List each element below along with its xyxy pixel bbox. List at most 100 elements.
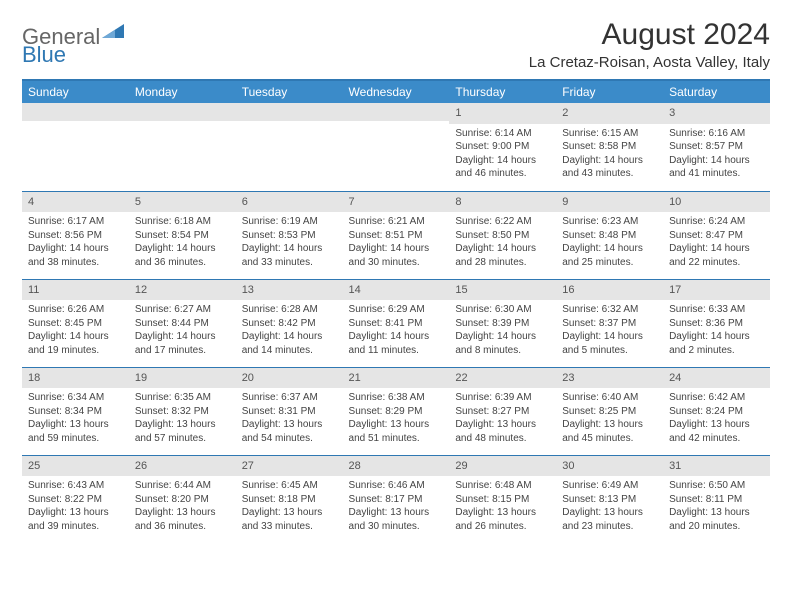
calendar-cell: 10Sunrise: 6:24 AMSunset: 8:47 PMDayligh…	[663, 191, 770, 279]
sunset-line: Sunset: 8:15 PM	[455, 493, 550, 507]
daylight-line: Daylight: 13 hours and 59 minutes.	[28, 418, 123, 445]
header: General August 2024 La Cretaz-Roisan, Ao…	[22, 18, 770, 71]
calendar-week: 25Sunrise: 6:43 AMSunset: 8:22 PMDayligh…	[22, 455, 770, 543]
sunset-line: Sunset: 8:29 PM	[349, 405, 444, 419]
daylight-line: Daylight: 14 hours and 28 minutes.	[455, 242, 550, 269]
calendar-cell: 28Sunrise: 6:46 AMSunset: 8:17 PMDayligh…	[343, 455, 450, 543]
sunset-line: Sunset: 8:50 PM	[455, 229, 550, 243]
sunset-line: Sunset: 8:45 PM	[28, 317, 123, 331]
day-header: Thursday	[449, 80, 556, 103]
sunrise-line: Sunrise: 6:16 AM	[669, 127, 764, 141]
day-details: Sunrise: 6:44 AMSunset: 8:20 PMDaylight:…	[129, 476, 236, 537]
day-details: Sunrise: 6:15 AMSunset: 8:58 PMDaylight:…	[556, 124, 663, 185]
sunset-line: Sunset: 8:32 PM	[135, 405, 230, 419]
sunset-line: Sunset: 9:00 PM	[455, 140, 550, 154]
day-details: Sunrise: 6:16 AMSunset: 8:57 PMDaylight:…	[663, 124, 770, 185]
calendar-cell: 25Sunrise: 6:43 AMSunset: 8:22 PMDayligh…	[22, 455, 129, 543]
sunset-line: Sunset: 8:31 PM	[242, 405, 337, 419]
day-number: 24	[663, 368, 770, 389]
day-number: 17	[663, 280, 770, 301]
day-number: 8	[449, 192, 556, 213]
day-details: Sunrise: 6:49 AMSunset: 8:13 PMDaylight:…	[556, 476, 663, 537]
day-number: 22	[449, 368, 556, 389]
day-details: Sunrise: 6:21 AMSunset: 8:51 PMDaylight:…	[343, 212, 450, 273]
calendar-cell: 2Sunrise: 6:15 AMSunset: 8:58 PMDaylight…	[556, 103, 663, 191]
day-details: Sunrise: 6:33 AMSunset: 8:36 PMDaylight:…	[663, 300, 770, 361]
sunrise-line: Sunrise: 6:37 AM	[242, 391, 337, 405]
sunset-line: Sunset: 8:56 PM	[28, 229, 123, 243]
location-subtitle: La Cretaz-Roisan, Aosta Valley, Italy	[529, 54, 770, 71]
daylight-line: Daylight: 13 hours and 26 minutes.	[455, 506, 550, 533]
day-details: Sunrise: 6:14 AMSunset: 9:00 PMDaylight:…	[449, 124, 556, 185]
day-number: 2	[556, 103, 663, 124]
calendar-cell: 8Sunrise: 6:22 AMSunset: 8:50 PMDaylight…	[449, 191, 556, 279]
day-header: Friday	[556, 80, 663, 103]
day-number: 18	[22, 368, 129, 389]
calendar-cell: 18 Sunrise: 6:34 AMSunset: 8:34 PMDayligh…	[22, 367, 129, 455]
calendar-cell: 5Sunrise: 6:18 AMSunset: 8:54 PMDaylight…	[129, 191, 236, 279]
day-details: Sunrise: 6:40 AMSunset: 8:25 PMDaylight:…	[556, 388, 663, 449]
day-details: Sunrise: 6:38 AMSunset: 8:29 PMDaylight:…	[343, 388, 450, 449]
logo-blue-text: Blue	[22, 42, 66, 68]
day-details: Sunrise: 6:48 AMSunset: 8:15 PMDaylight:…	[449, 476, 556, 537]
sunrise-line: Sunrise: 6:46 AM	[349, 479, 444, 493]
sunrise-line: Sunrise: 6:39 AM	[455, 391, 550, 405]
day-number: 15	[449, 280, 556, 301]
calendar-cell: 6Sunrise: 6:19 AMSunset: 8:53 PMDaylight…	[236, 191, 343, 279]
sunset-line: Sunset: 8:48 PM	[562, 229, 657, 243]
day-details: Sunrise: 6:43 AMSunset: 8:22 PMDaylight:…	[22, 476, 129, 537]
day-details: Sunrise: 6:26 AMSunset: 8:45 PMDaylight:…	[22, 300, 129, 361]
day-details: Sunrise: 6:27 AMSunset: 8:44 PMDaylight:…	[129, 300, 236, 361]
sunset-line: Sunset: 8:13 PM	[562, 493, 657, 507]
day-details: Sunrise: 6:17 AMSunset: 8:56 PMDaylight:…	[22, 212, 129, 273]
sunrise-line: Sunrise: 6:35 AM	[135, 391, 230, 405]
title-block: August 2024 La Cretaz-Roisan, Aosta Vall…	[529, 18, 770, 71]
day-details: Sunrise: 6:37 AMSunset: 8:31 PMDaylight:…	[236, 388, 343, 449]
day-details: Sunrise: 6:22 AMSunset: 8:50 PMDaylight:…	[449, 212, 556, 273]
sunset-line: Sunset: 8:34 PM	[28, 405, 123, 419]
calendar-cell: 9Sunrise: 6:23 AMSunset: 8:48 PMDaylight…	[556, 191, 663, 279]
sunset-line: Sunset: 8:47 PM	[669, 229, 764, 243]
calendar-cell: 15Sunrise: 6:30 AMSunset: 8:39 PMDayligh…	[449, 279, 556, 367]
sunrise-line: Sunrise: 6:50 AM	[669, 479, 764, 493]
calendar-cell: 17Sunrise: 6:33 AMSunset: 8:36 PMDayligh…	[663, 279, 770, 367]
daylight-line: Daylight: 13 hours and 57 minutes.	[135, 418, 230, 445]
sunset-line: Sunset: 8:22 PM	[28, 493, 123, 507]
daylight-line: Daylight: 14 hours and 17 minutes.	[135, 330, 230, 357]
calendar-cell: 1Sunrise: 6:14 AMSunset: 9:00 PMDaylight…	[449, 103, 556, 191]
day-header: Wednesday	[343, 80, 450, 103]
day-number: 10	[663, 192, 770, 213]
calendar-table: SundayMondayTuesdayWednesdayThursdayFrid…	[22, 79, 770, 543]
daylight-line: Daylight: 14 hours and 11 minutes.	[349, 330, 444, 357]
daylight-line: Daylight: 14 hours and 33 minutes.	[242, 242, 337, 269]
calendar-cell: 24Sunrise: 6:42 AMSunset: 8:24 PMDayligh…	[663, 367, 770, 455]
day-details: Sunrise: 6:45 AMSunset: 8:18 PMDaylight:…	[236, 476, 343, 537]
sunrise-line: Sunrise: 6:38 AM	[349, 391, 444, 405]
sunset-line: Sunset: 8:57 PM	[669, 140, 764, 154]
day-header: Saturday	[663, 80, 770, 103]
sunrise-line: Sunrise: 6:15 AM	[562, 127, 657, 141]
calendar-week: 4Sunrise: 6:17 AMSunset: 8:56 PMDaylight…	[22, 191, 770, 279]
daylight-line: Daylight: 14 hours and 22 minutes.	[669, 242, 764, 269]
sunrise-line: Sunrise: 6:34 AM	[28, 391, 123, 405]
sunset-line: Sunset: 8:41 PM	[349, 317, 444, 331]
day-number: 19	[129, 368, 236, 389]
month-title: August 2024	[529, 18, 770, 52]
sunrise-line: Sunrise: 6:32 AM	[562, 303, 657, 317]
calendar-cell	[236, 103, 343, 191]
sunset-line: Sunset: 8:39 PM	[455, 317, 550, 331]
day-number: 28	[343, 456, 450, 477]
calendar-body: 1Sunrise: 6:14 AMSunset: 9:00 PMDaylight…	[22, 103, 770, 543]
day-details: Sunrise: 6:19 AMSunset: 8:53 PMDaylight:…	[236, 212, 343, 273]
calendar-cell	[22, 103, 129, 191]
daylight-line: Daylight: 13 hours and 39 minutes.	[28, 506, 123, 533]
daylight-line: Daylight: 14 hours and 5 minutes.	[562, 330, 657, 357]
daylight-line: Daylight: 13 hours and 33 minutes.	[242, 506, 337, 533]
daylight-line: Daylight: 14 hours and 36 minutes.	[135, 242, 230, 269]
sunrise-line: Sunrise: 6:40 AM	[562, 391, 657, 405]
day-details: Sunrise: 6:24 AMSunset: 8:47 PMDaylight:…	[663, 212, 770, 273]
day-header: Monday	[129, 80, 236, 103]
calendar-cell: 23Sunrise: 6:40 AMSunset: 8:25 PMDayligh…	[556, 367, 663, 455]
sunrise-line: Sunrise: 6:30 AM	[455, 303, 550, 317]
day-number-bar	[129, 103, 236, 121]
